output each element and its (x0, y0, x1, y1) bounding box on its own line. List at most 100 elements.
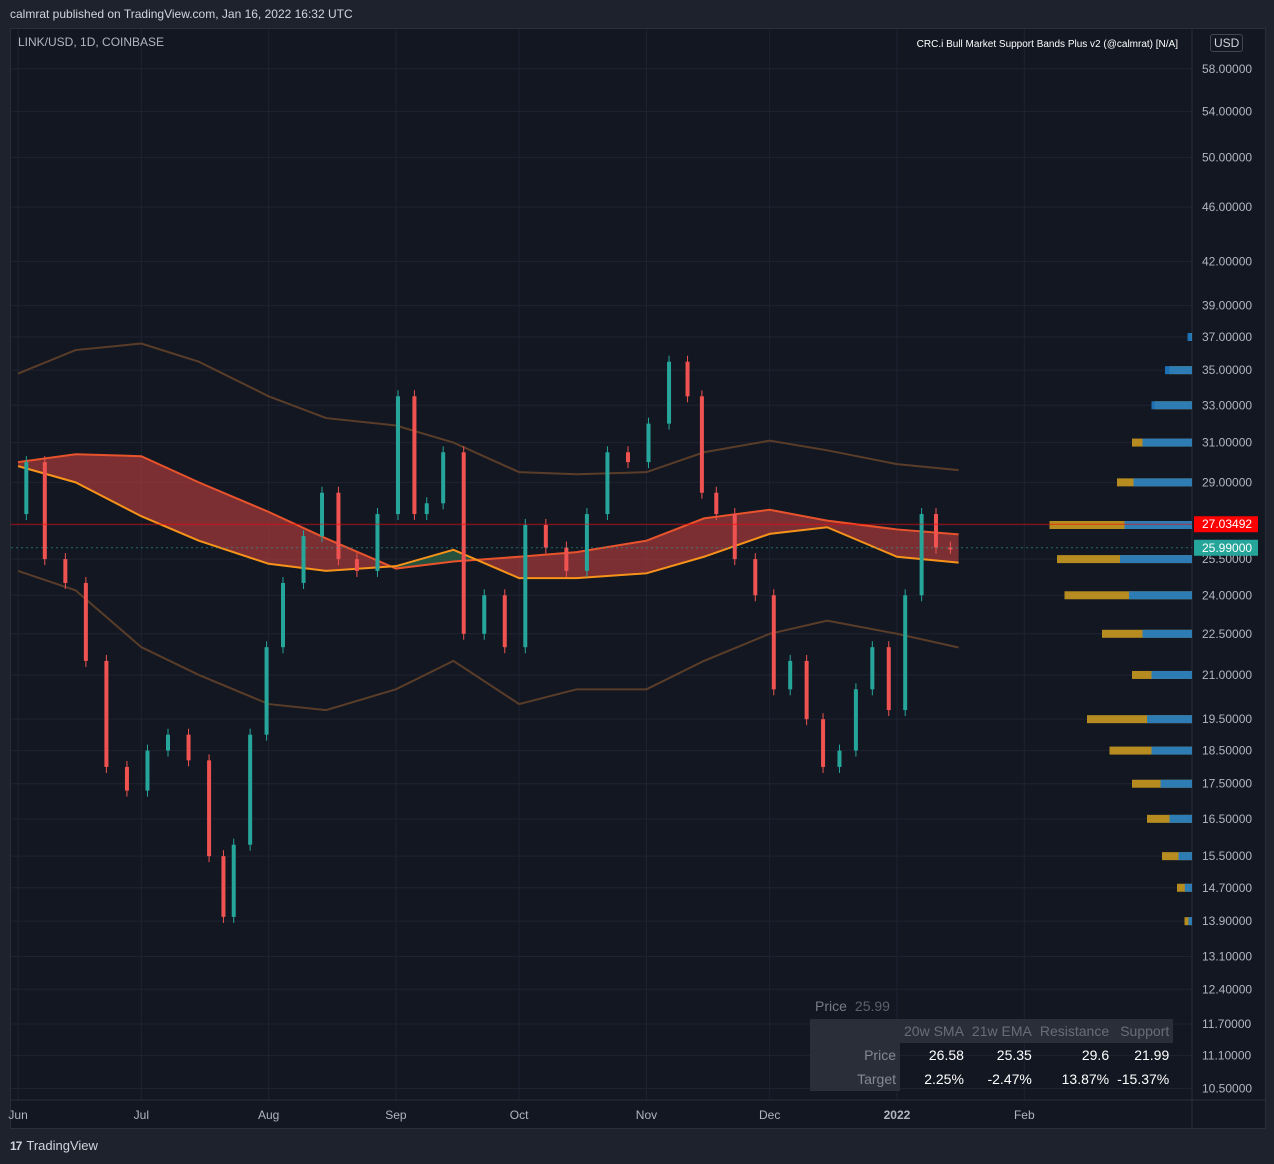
stats-cell: 13.87% (1061, 1071, 1110, 1087)
y-tick-label: 54.00000 (1202, 104, 1252, 118)
volume-profile-bar-down (1049, 521, 1192, 530)
volume-profile-bar-up (1129, 591, 1192, 600)
y-tick-label: 11.70000 (1202, 1017, 1251, 1031)
volume-profile-bar-up (1178, 852, 1192, 861)
volume-profile-bar-up (1147, 715, 1192, 724)
volume-profile-bar-down (1087, 715, 1192, 724)
price-readout-label: Price (815, 998, 847, 1014)
volume-profile-bar-up (1188, 917, 1192, 926)
volume-profile-bar-up (1169, 814, 1192, 823)
published-info: calmrat published on TradingView.com, Ja… (10, 7, 353, 21)
currency-badge[interactable]: USD (1210, 34, 1244, 52)
brand-name[interactable]: TradingView (26, 1138, 98, 1153)
y-tick-label: 29.00000 (1202, 475, 1252, 489)
stats-cell: 29.6 (1081, 1047, 1110, 1063)
y-tick-label: 24.00000 (1202, 588, 1252, 602)
volume-profile-bar-up (1120, 555, 1192, 564)
tradingview-logo-icon[interactable]: 17 (10, 1138, 22, 1153)
volume-profile-bar-up (1151, 746, 1192, 755)
publish-header: calmrat published on TradingView.com, Ja… (0, 0, 1274, 28)
y-tick-label: 13.90000 (1202, 914, 1252, 928)
volume-profile-bar-down (1177, 883, 1192, 892)
stats-cell: 25.35 (996, 1047, 1032, 1063)
y-tick-label: 12.40000 (1202, 982, 1252, 996)
y-tick-label: 35.00000 (1202, 363, 1252, 377)
indicator-label[interactable]: CRC.i Bull Market Support Bands Plus v2 … (916, 39, 1178, 50)
footer[interactable]: 17 TradingView (10, 1138, 98, 1153)
price-marker-label: 25.99000 (1202, 541, 1252, 555)
stats-header-row: 20w SMA 21w EMA Resistance Support (810, 1019, 1174, 1043)
stats-cell: -15.37% (1117, 1071, 1170, 1087)
stats-header-ema: 21w EMA (967, 1019, 1036, 1043)
volume-profile-bar-down (1109, 746, 1192, 755)
stats-row-price: Price 26.58 25.35 29.6 21.99 (810, 1043, 1173, 1067)
stats-header-resistance: Resistance (1035, 1019, 1114, 1043)
y-tick-label: 31.00000 (1202, 436, 1252, 450)
price-readout-value: 25.99 (854, 998, 890, 1014)
x-tick-label: Nov (636, 1108, 657, 1122)
y-tick-label: 50.00000 (1202, 150, 1252, 164)
x-tick-label: Jul (134, 1108, 149, 1122)
y-tick-label: 42.00000 (1202, 254, 1252, 268)
x-tick-label: Feb (1014, 1108, 1035, 1122)
y-tick-label: 17.50000 (1202, 777, 1252, 791)
volume-profile-bar-down (1184, 917, 1192, 926)
volume-profile-bar-down (1162, 852, 1192, 861)
symbol-label[interactable]: LINK/USD, 1D, COINBASE (18, 35, 165, 49)
stats-table: 20w SMA 21w EMA Resistance Support Price… (810, 1019, 1174, 1091)
stats-cell: 21.99 (1134, 1047, 1170, 1063)
volume-profile-bar-up (1165, 366, 1192, 375)
x-tick-label: Jun (8, 1108, 27, 1122)
volume-profile-bar-up (1142, 629, 1192, 638)
chart-frame[interactable] (10, 28, 1266, 1129)
volume-profile-bar-down (1064, 591, 1192, 600)
price-readout: Price 25.99 (815, 998, 890, 1014)
x-tick-label: 2022 (884, 1108, 911, 1122)
y-tick-label: 10.50000 (1202, 1082, 1252, 1096)
y-tick-label: 22.50000 (1202, 627, 1252, 641)
support-line (17, 569, 959, 712)
y-tick-label: 33.00000 (1202, 398, 1252, 412)
x-tick-label: Sep (385, 1108, 407, 1122)
y-tick-label: 37.00000 (1202, 330, 1252, 344)
stats-header-sma: 20w SMA (900, 1019, 968, 1043)
bull-band-fill (387, 549, 474, 569)
y-tick-label: 19.50000 (1202, 712, 1252, 726)
stats-cell: 2.25% (924, 1071, 964, 1087)
y-tick-label: 18.50000 (1202, 744, 1252, 758)
x-tick-label: Dec (759, 1108, 780, 1122)
y-tick-label: 13.10000 (1202, 950, 1252, 964)
bear-band-fill (18, 454, 388, 571)
resistance-line (17, 342, 959, 476)
volume-profile-bar-up (1160, 779, 1192, 788)
y-tick-label: 16.50000 (1202, 812, 1252, 826)
y-tick-label: 46.00000 (1202, 200, 1252, 214)
y-tick-label: 21.00000 (1202, 668, 1252, 682)
y-tick-label: 39.00000 (1202, 299, 1252, 313)
y-tick-label: 11.10000 (1202, 1048, 1251, 1062)
price-marker-label: 27.03492 (1202, 517, 1252, 531)
bear-band-fill (473, 509, 959, 579)
stats-row-target: Target 2.25% -2.47% 13.87% -15.37% (810, 1067, 1173, 1091)
y-tick-label: 15.50000 (1202, 849, 1252, 863)
volume-profile-bar-up (1133, 478, 1192, 487)
price-marker-badge (1194, 539, 1258, 556)
volume-profile-bar-up (1151, 670, 1192, 679)
ema-21w-line (17, 465, 959, 580)
volume-profile-bar-up (1142, 438, 1192, 447)
stats-cell: 26.58 (928, 1047, 964, 1063)
stats-header-support: Support (1113, 1019, 1174, 1043)
y-tick-label: 14.70000 (1202, 881, 1252, 895)
stats-row-label: Price (810, 1043, 900, 1067)
volume-profile-bar-up (1124, 521, 1192, 530)
volume-profile-bar-up (1184, 883, 1192, 892)
volume-profile-bar-up (1187, 333, 1192, 342)
volume-profile-bar-up (1151, 401, 1192, 410)
stats-row-label: Target (810, 1067, 900, 1091)
stats-cell: -2.47% (987, 1071, 1032, 1087)
stats-header-blank (810, 1019, 900, 1043)
x-tick-label: Oct (510, 1108, 529, 1122)
x-tick-label: Aug (258, 1108, 279, 1122)
sma-20w-line (17, 453, 959, 570)
